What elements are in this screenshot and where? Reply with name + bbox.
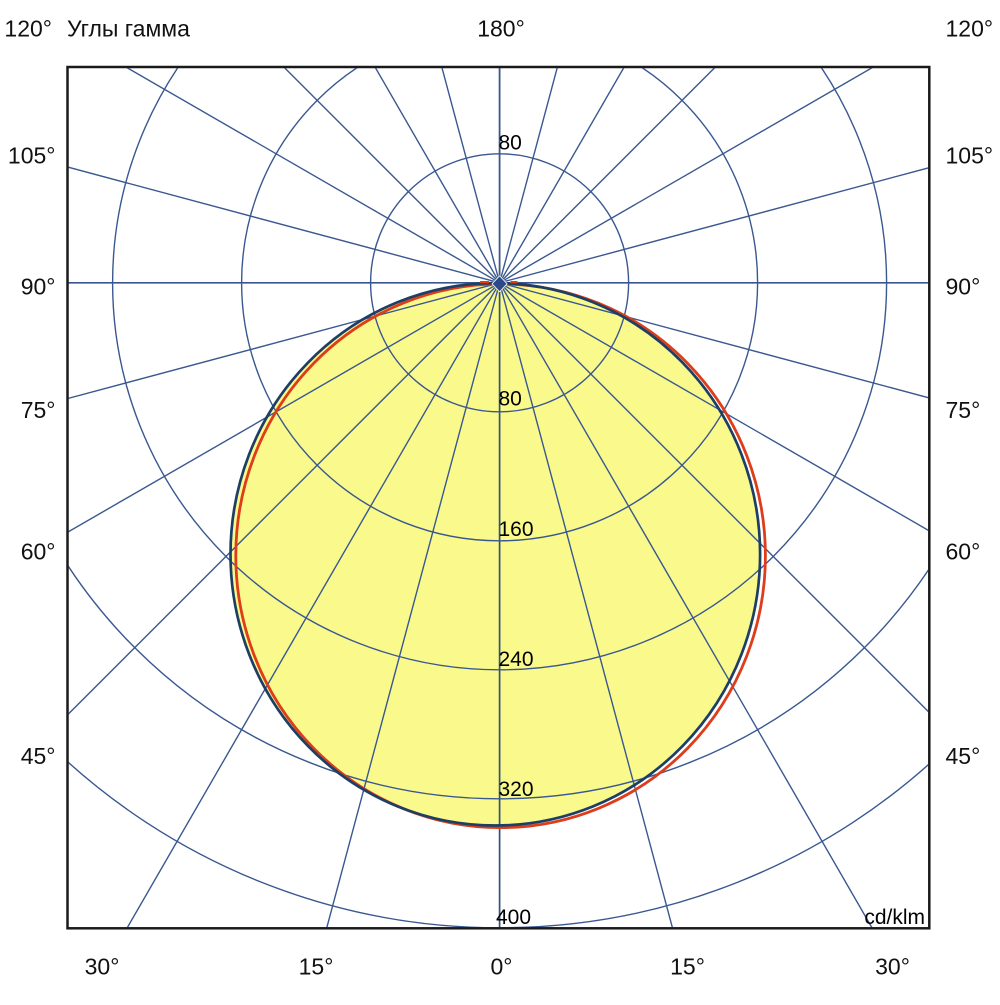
svg-text:75°: 75° <box>946 397 981 423</box>
svg-text:90°: 90° <box>946 274 981 300</box>
svg-text:120°: 120° <box>4 15 52 41</box>
svg-text:Углы гамма: Углы гамма <box>67 15 190 41</box>
svg-text:15°: 15° <box>670 954 705 980</box>
svg-text:120°: 120° <box>946 15 994 41</box>
svg-text:30°: 30° <box>875 954 910 980</box>
svg-text:45°: 45° <box>21 743 56 769</box>
svg-text:160: 160 <box>499 518 534 541</box>
svg-text:15°: 15° <box>299 954 334 980</box>
svg-text:60°: 60° <box>946 539 981 565</box>
svg-text:320: 320 <box>499 778 534 801</box>
svg-text:cd/klm: cd/klm <box>864 906 925 929</box>
svg-text:45°: 45° <box>946 743 981 769</box>
svg-text:60°: 60° <box>21 539 56 565</box>
svg-text:90°: 90° <box>21 274 56 300</box>
svg-text:80: 80 <box>499 388 522 411</box>
svg-text:0°: 0° <box>491 954 513 980</box>
svg-text:30°: 30° <box>85 954 120 980</box>
svg-text:80: 80 <box>499 131 522 154</box>
svg-text:105°: 105° <box>8 143 56 169</box>
svg-text:180°: 180° <box>477 15 525 41</box>
svg-text:75°: 75° <box>21 397 56 423</box>
svg-text:240: 240 <box>499 648 534 671</box>
svg-text:105°: 105° <box>946 143 994 169</box>
svg-text:400: 400 <box>496 906 531 929</box>
